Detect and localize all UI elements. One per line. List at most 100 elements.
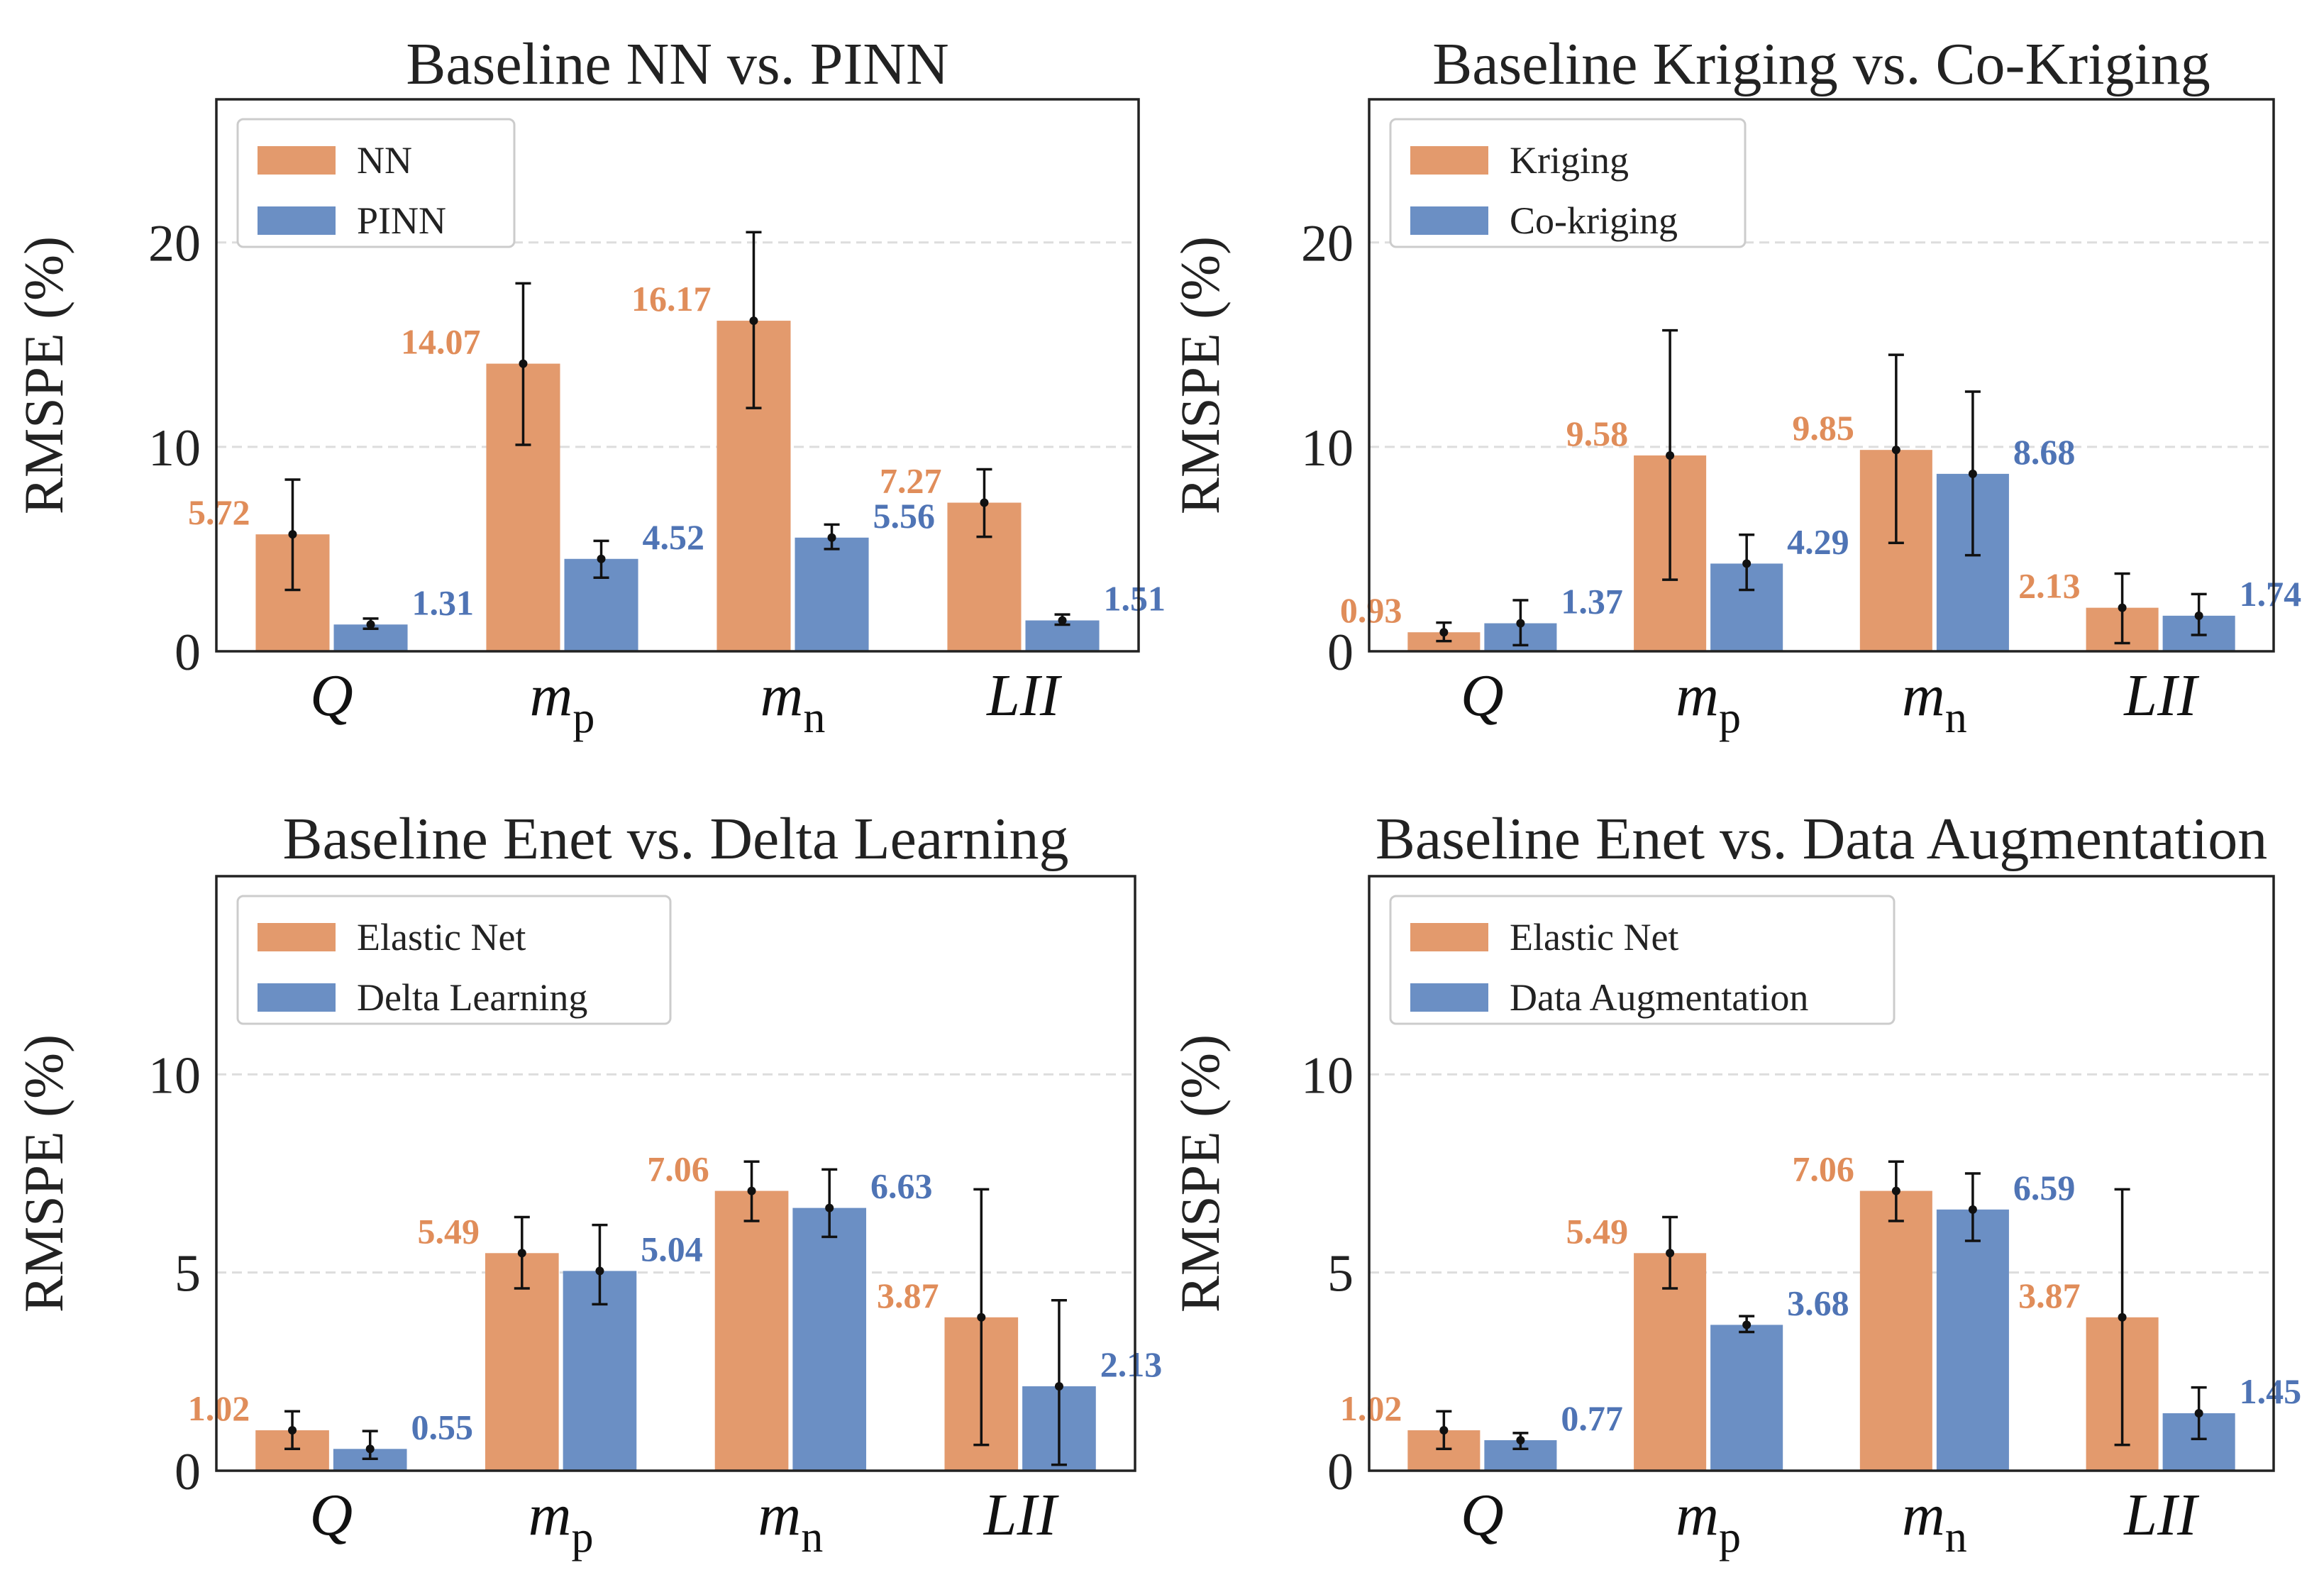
data-label: 5.72 [188,492,250,532]
data-label: 6.59 [2013,1168,2076,1208]
legend-label: Data Augmentation [1510,976,1808,1019]
plot-frame [1368,875,2275,1472]
x-tick-subscript: p [571,1513,593,1562]
y-axis-label: RMSPE (%) [13,236,74,514]
mean-point [1439,628,1449,637]
legend-label: Elastic Net [1510,916,1678,958]
subplot-2: Baseline Kriging vs. Co-Kriging RMSPE (%)… [1169,31,2301,742]
data-label: 1.37 [1561,582,1623,621]
x-tick-label: Q [1461,663,1504,729]
data-label: 1.51 [1104,578,1166,618]
data-label: 3.87 [2018,1276,2081,1315]
legend-swatch [258,206,336,235]
y-tick-label: 10 [148,1046,201,1105]
y-axis-label: RMSPE (%) [1169,236,1231,514]
mean-point [1968,469,1977,478]
y-axis-label: RMSPE (%) [13,1034,74,1312]
x-tick-label: LII [986,663,1063,729]
x-tick-subscript: p [1719,694,1741,742]
data-label: 16.17 [631,279,712,319]
bar-elastic-net [714,1190,789,1471]
subplot-3: Baseline Enet vs. Delta Learning RMSPE (%… [13,806,1162,1562]
legend-box [236,895,672,1025]
x-tick-label: Q [1461,1482,1504,1548]
y-tick-label: 0 [175,1443,201,1501]
x-tick-subscript: n [803,694,825,742]
x-tick-subscript: p [1719,1513,1741,1562]
mean-point [517,1249,526,1258]
x-tick-label: mp [529,1482,594,1562]
mean-point [288,530,297,539]
legend-swatch [258,923,336,951]
plot-frame [215,98,1140,653]
y-tick-label: 5 [175,1245,201,1303]
mean-point [1054,1382,1063,1391]
mean-point [977,1312,986,1322]
legend-label: Delta Learning [357,976,587,1019]
y-tick-label: 10 [1301,419,1354,477]
x-tick-label: mp [1676,663,1741,742]
mean-point [2194,611,2203,620]
legend-swatch [1410,983,1488,1012]
mean-point [2194,1408,2203,1418]
chart-title: Baseline Enet vs. Delta Learning [283,806,1069,872]
chart-title: Baseline Enet vs. Data Augmentation [1376,806,2267,872]
mean-point [1058,616,1067,625]
y-tick-label: 20 [1301,215,1354,273]
data-label: 1.45 [2240,1371,2302,1411]
mean-point [597,554,606,563]
x-tick-label: LII [2123,1482,2200,1548]
data-label: 5.49 [417,1211,480,1251]
x-tick-subscript: n [1945,1513,1967,1562]
data-label: 9.85 [1792,408,1854,448]
mean-point [2118,1312,2127,1322]
mean-point [1891,1186,1900,1195]
legend-swatch [258,146,336,175]
data-label: 7.06 [1792,1149,1854,1189]
legend-label: Co-kriging [1510,199,1678,242]
legend-swatch [1410,206,1488,235]
y-tick-label: 0 [1327,624,1354,682]
data-label: 6.63 [870,1166,933,1206]
x-tick-label: mp [1676,1482,1741,1562]
y-axis-label: RMSPE (%) [1169,1034,1231,1312]
bar-pinn [795,537,869,651]
data-label: 3.87 [877,1276,939,1315]
legend-box [1389,895,1896,1025]
mean-point [365,1444,375,1454]
mean-point [827,533,836,542]
y-tick-label: 0 [175,624,201,682]
mean-point [1666,1249,1675,1258]
mean-point [980,498,989,507]
subplot-4: Baseline Enet vs. Data Augmentation RMSPE… [1169,806,2301,1562]
mean-point [1439,1426,1449,1435]
y-tick-label: 10 [1301,1046,1354,1105]
x-tick-label: mn [1902,663,1967,742]
legend-label: NN [357,139,412,182]
bar-delta-learning [792,1208,867,1471]
legend-label: Elastic Net [357,916,526,958]
mean-point [1891,446,1900,455]
mean-point [2118,603,2127,612]
mean-point [519,359,528,368]
mean-point [1516,619,1525,628]
x-tick-label: Q [310,1482,353,1548]
plot-frame [215,875,1136,1472]
legend-swatch [1410,146,1488,175]
mean-point [1742,559,1752,568]
data-label: 1.02 [1340,1388,1402,1428]
chart-title: Baseline NN vs. PINN [406,31,948,97]
data-label: 5.56 [873,496,936,536]
data-label: 1.31 [412,582,475,622]
data-label: 7.06 [647,1149,709,1189]
mean-point [1742,1320,1752,1330]
x-tick-subscript: n [1945,694,1967,742]
data-label: 2.13 [1100,1344,1163,1384]
x-tick-label: LII [983,1482,1060,1548]
legend-label: PINN [357,199,446,242]
data-label: 14.07 [401,322,481,362]
data-label: 7.27 [880,461,942,501]
data-label: 9.58 [1566,414,1629,453]
y-tick-label: 10 [148,419,201,477]
x-tick-label: Q [310,663,353,729]
